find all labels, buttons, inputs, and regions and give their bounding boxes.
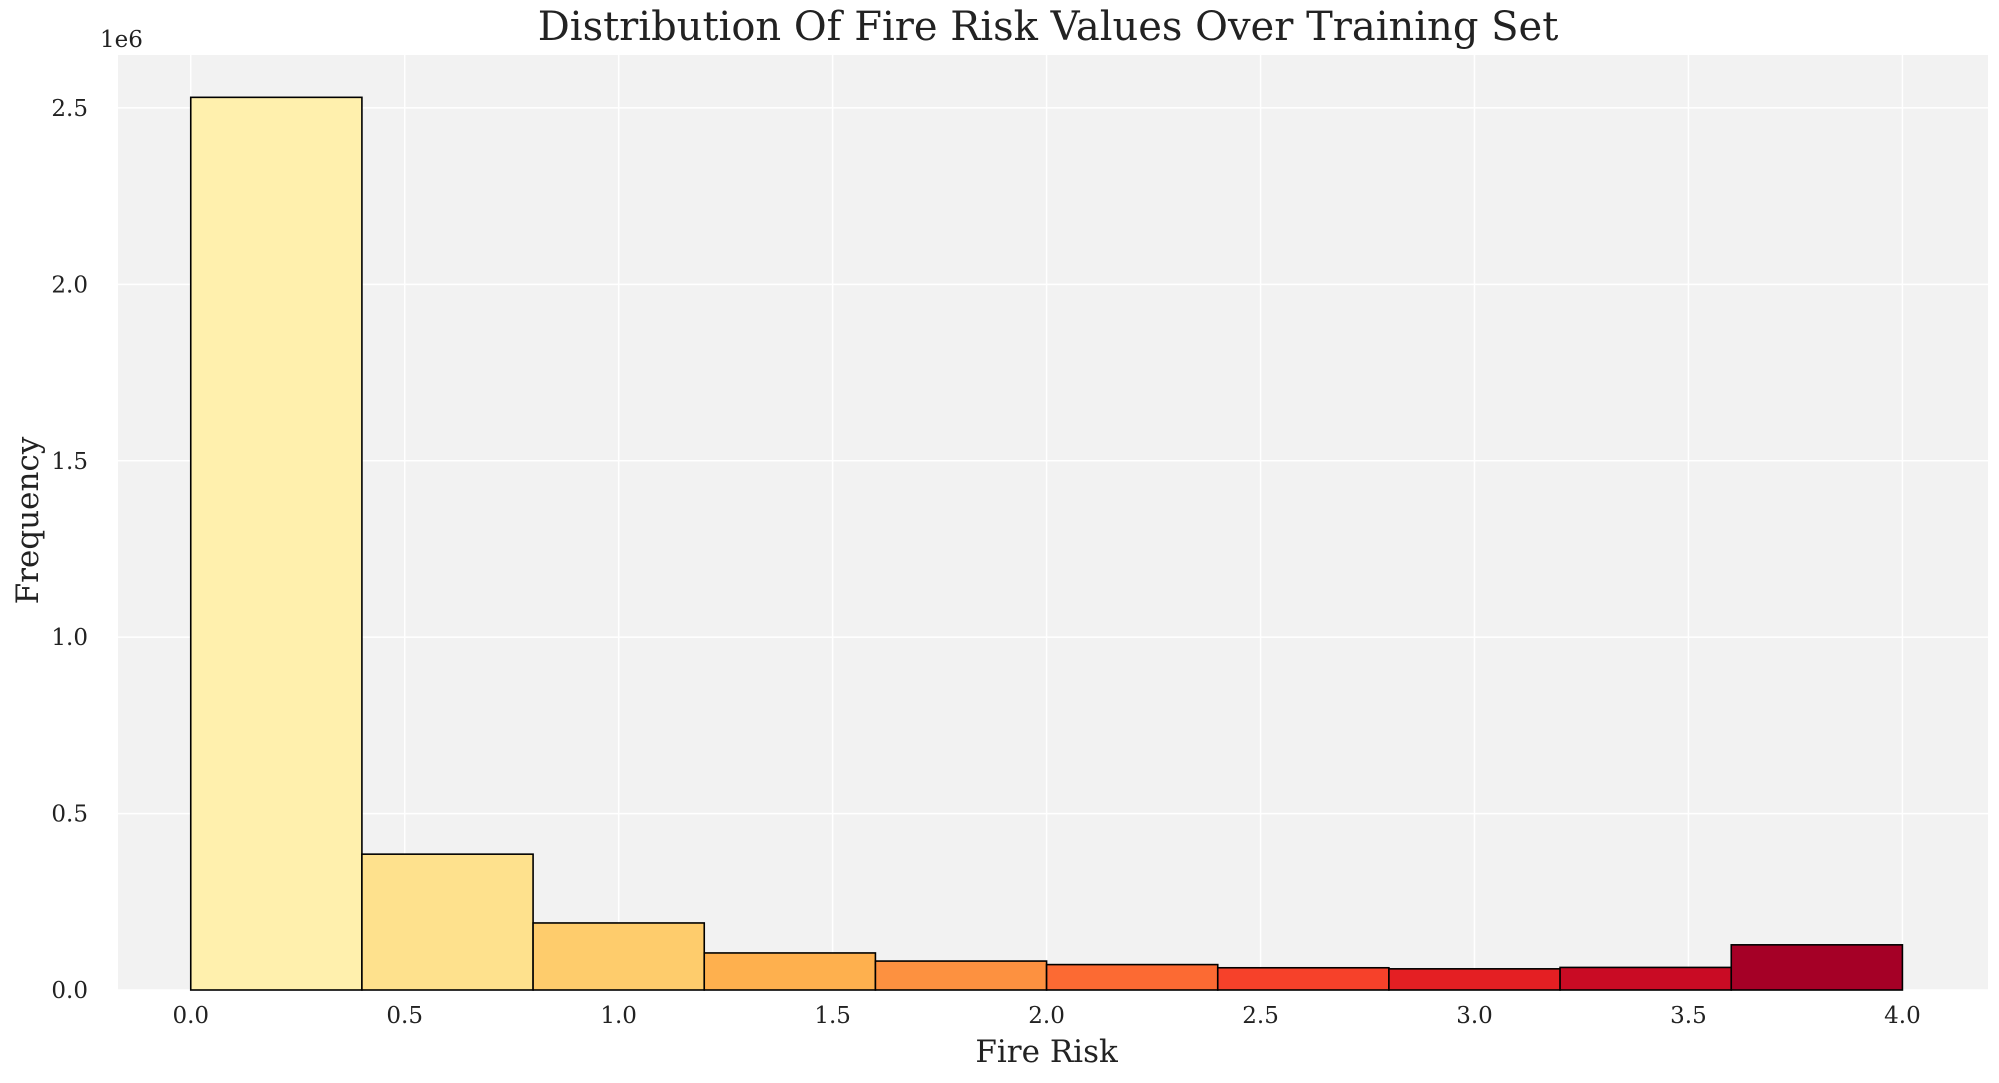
histogram-bar bbox=[532, 922, 706, 991]
x-tick-label: 2.0 bbox=[1028, 1003, 1065, 1029]
y-tick-label: 2.5 bbox=[51, 96, 88, 122]
histogram-bar bbox=[1216, 966, 1390, 991]
x-axis-label: Fire Risk bbox=[975, 1034, 1118, 1070]
histogram-bar bbox=[189, 96, 363, 991]
y-axis-offset-label: 1e6 bbox=[100, 27, 143, 53]
x-tick-label: 1.5 bbox=[814, 1003, 851, 1029]
histogram-bar bbox=[703, 952, 877, 991]
histogram-bar bbox=[874, 960, 1048, 991]
x-tick-label: 3.5 bbox=[1670, 1003, 1707, 1029]
y-tick-label: 0.0 bbox=[51, 978, 88, 1004]
histogram-bar bbox=[1559, 966, 1733, 991]
y-tick-label: 2.0 bbox=[51, 272, 88, 298]
y-tick-label: 0.5 bbox=[51, 802, 88, 828]
x-tick-label: 3.0 bbox=[1456, 1003, 1493, 1029]
histogram-bar bbox=[1388, 968, 1561, 991]
chart-title: Distribution Of Fire Risk Values Over Tr… bbox=[538, 4, 1559, 50]
histogram-bars bbox=[189, 96, 1904, 991]
y-axis-ticks: 0.0 0.5 1.0 1.5 2.0 2.5 bbox=[51, 96, 88, 1004]
y-tick-label: 1.5 bbox=[51, 449, 88, 475]
x-axis-ticks: 0.0 0.5 1.0 1.5 2.0 2.5 3.0 3.5 4.0 bbox=[172, 1003, 1920, 1029]
x-tick-label: 4.0 bbox=[1884, 1003, 1921, 1029]
x-tick-label: 0.0 bbox=[172, 1003, 209, 1029]
plot-background bbox=[118, 55, 1988, 990]
x-tick-label: 0.5 bbox=[386, 1003, 423, 1029]
histogram-bar bbox=[1045, 963, 1219, 991]
histogram-bar bbox=[1730, 944, 1904, 991]
x-tick-label: 2.5 bbox=[1242, 1003, 1279, 1029]
y-tick-label: 1.0 bbox=[51, 625, 88, 651]
histogram-bar bbox=[361, 853, 534, 991]
y-axis-label: Frequency bbox=[10, 436, 46, 604]
x-tick-label: 1.0 bbox=[600, 1003, 637, 1029]
